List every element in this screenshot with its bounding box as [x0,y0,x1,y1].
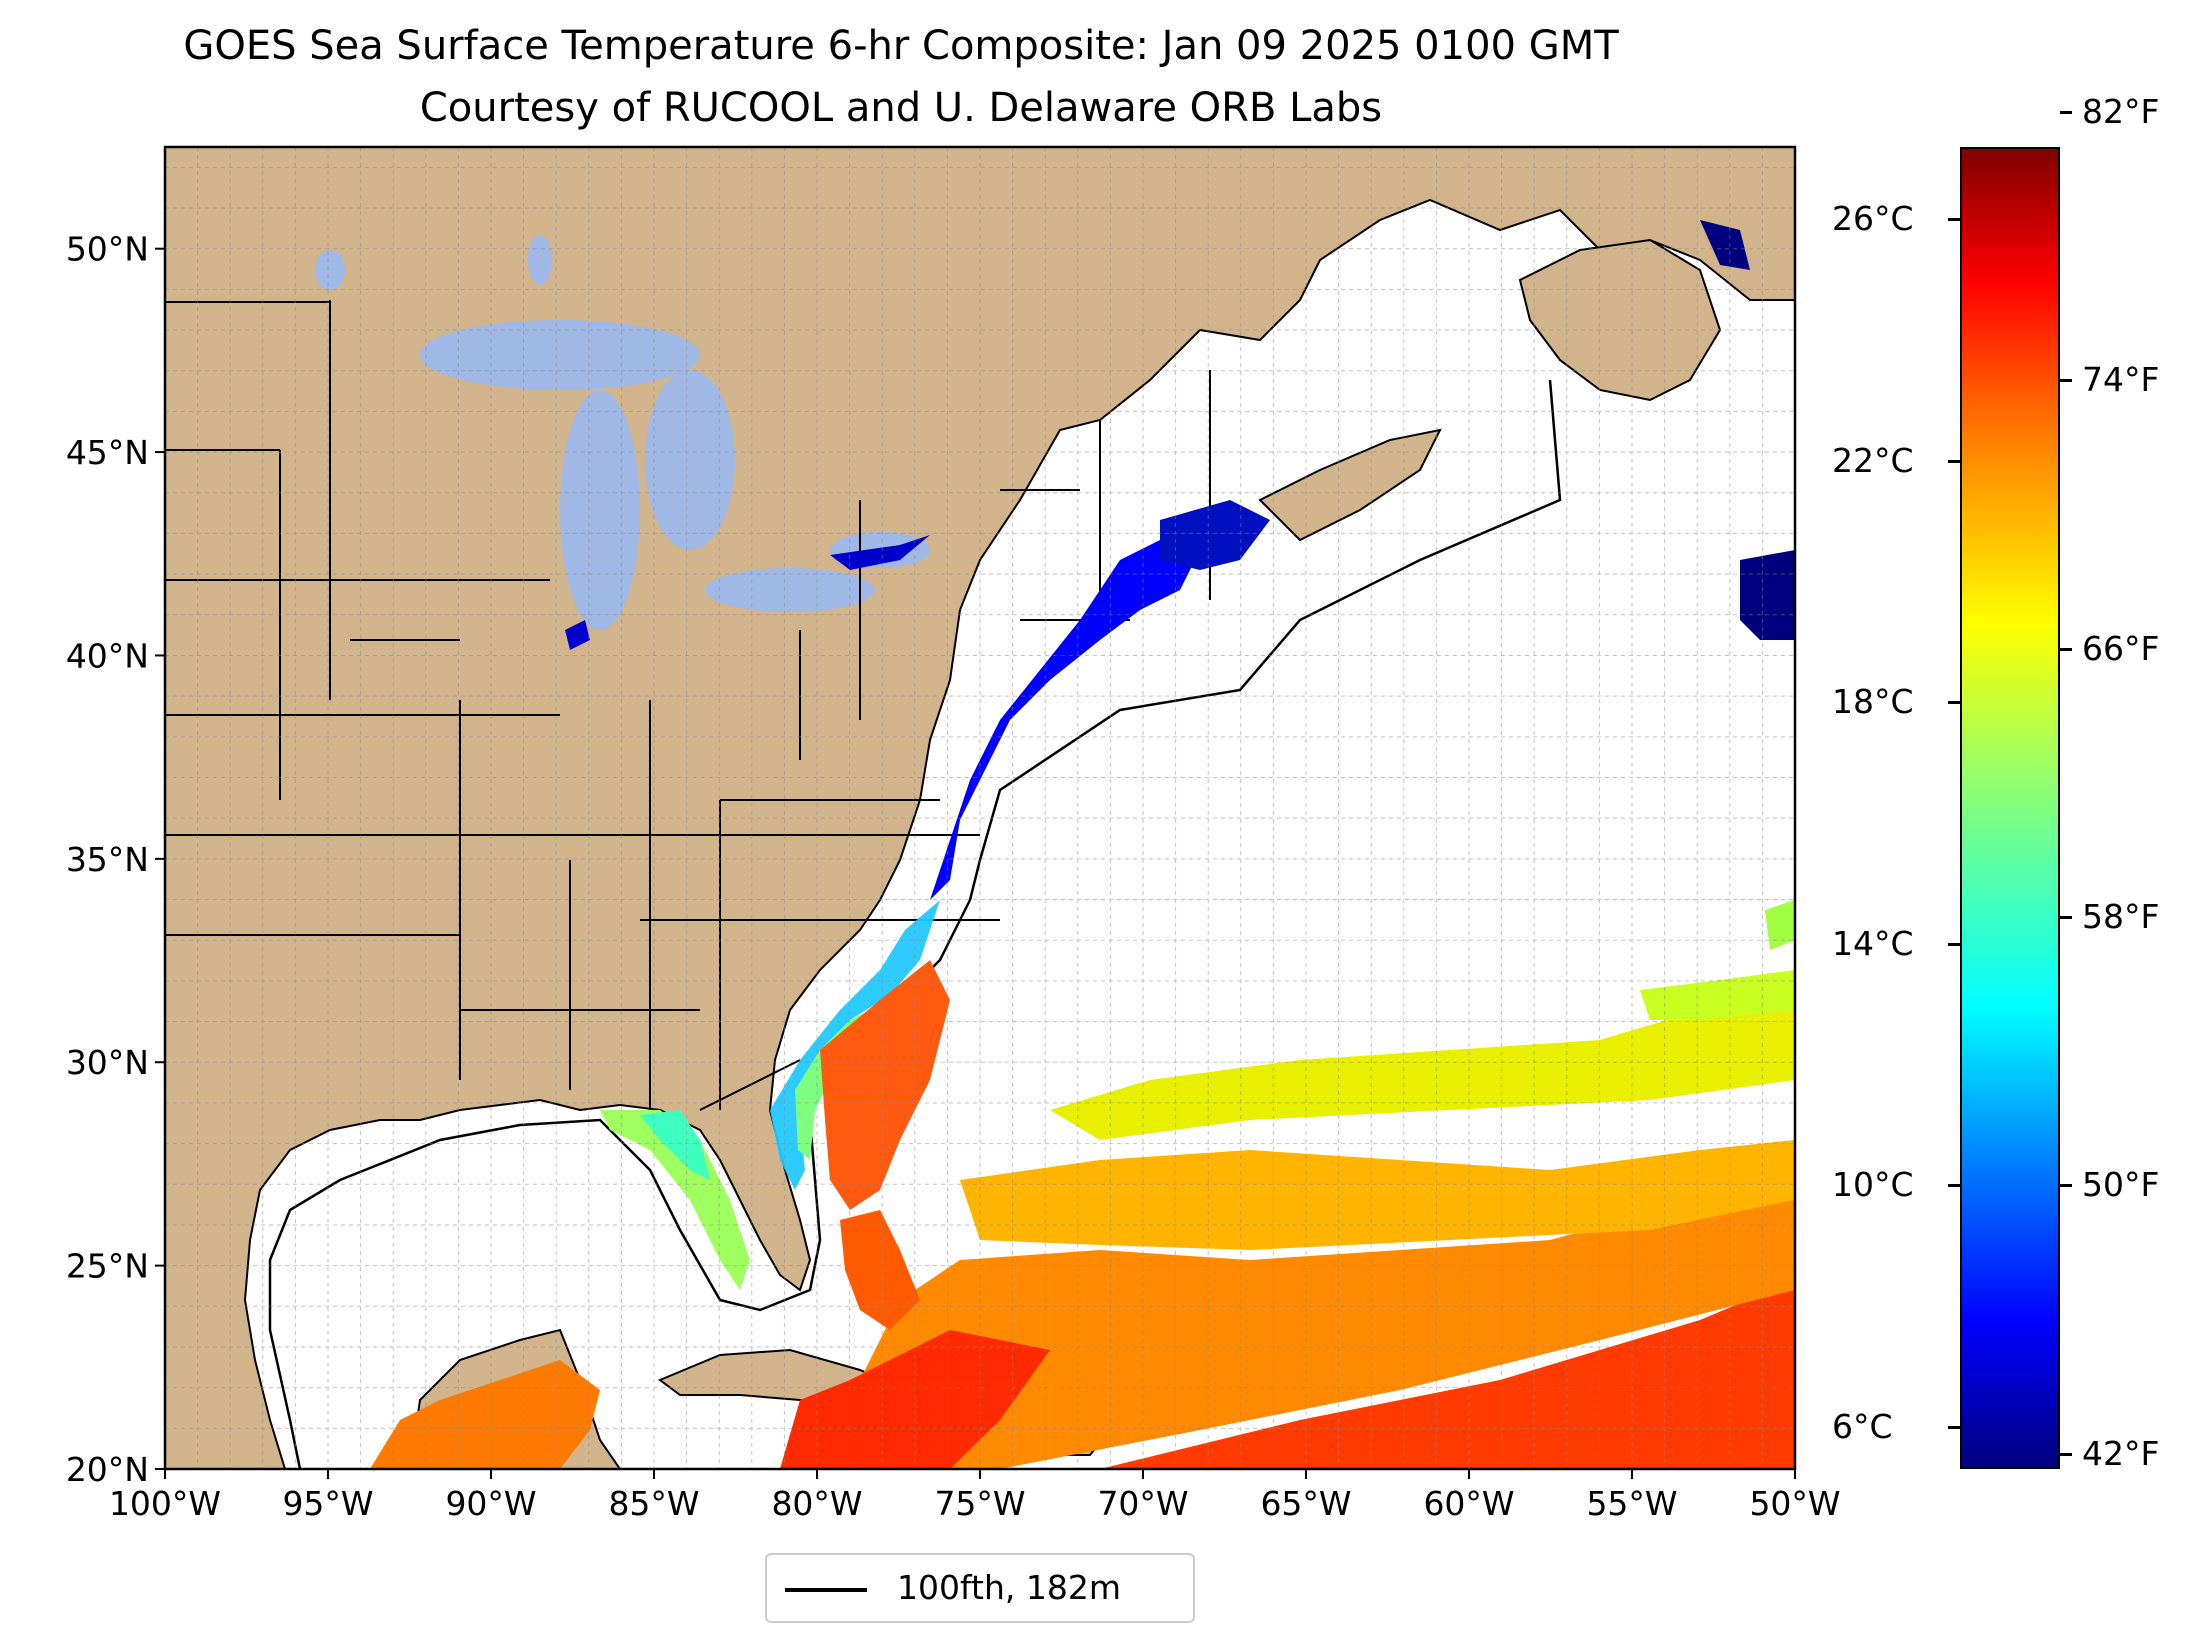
colorbar-celsius-label: 22°C [1832,440,1914,480]
legend-label: 100fth, 182m [897,1568,1121,1607]
sst-coastal-green [795,1010,870,1160]
colorbar-fahrenheit-label: 42°F [2082,1433,2160,1473]
land-nova-scotia [1258,428,1442,542]
isobath-100fth [268,379,1562,1469]
sst-bahamas [840,1210,920,1330]
colorbar-fahrenheit-label: 58°F [2082,896,2160,936]
lat-tick-label: 45°N [66,433,149,472]
lon-tick-label: 80°W [771,1484,862,1523]
colorbar-celsius-tick [1948,1184,1960,1188]
map-title-line2: Courtesy of RUCOOL and U. Delaware ORB L… [419,85,1383,131]
temperature-colorbar [1960,147,2060,1469]
colorbar-fahrenheit-tick [2060,915,2072,919]
sst-data [370,220,1795,1469]
lon-tick-label: 60°W [1423,1484,1514,1523]
sst-newfoundland-north [1700,220,1750,270]
colorbar-fahrenheit-label: 66°F [2082,628,2160,668]
colorbar-fahrenheit-tick [2060,1452,2072,1456]
lat-tick-label: 30°N [66,1043,149,1082]
map-title-line1: GOES Sea Surface Temperature 6-hr Compos… [183,23,1619,69]
latitude-ticks: 20°N 25°N 30°N 35°N 40°N 45°N 50°N [66,230,165,1489]
sst-atlantic-green [1765,900,1795,950]
colorbar-celsius-label: 10°C [1832,1165,1914,1205]
sst-atlantic-amber [960,1140,1795,1250]
colorbar-fahrenheit-tick [2060,1184,2072,1188]
lat-tick-label: 50°N [66,230,149,269]
sst-lake-erie-blue [565,620,590,650]
colorbar-celsius-tick [1948,1425,1960,1429]
sst-atlantic-red [780,1330,1050,1469]
sst-atlantic-orange [840,1150,1795,1469]
legend: 100fth, 182m [765,1553,1195,1623]
lat-tick-label: 20°N [66,1450,149,1489]
colorbar-celsius-label: 14°C [1832,923,1914,963]
colorbar-celsius-tick [1948,701,1960,705]
lon-tick-label: 55°W [1586,1484,1677,1523]
colorbar-celsius-tick [1948,942,1960,946]
lon-tick-label: 85°W [608,1484,699,1523]
sst-great-lakes-blue [830,535,930,570]
sst-coastal-gradient [770,900,940,1190]
colorbar-fahrenheit-label: 50°F [2082,1165,2160,1205]
colorbar-fahrenheit-tick [2060,111,2072,115]
colorbar-celsius-label: 26°C [1832,199,1914,239]
sst-gulf-stream [820,960,950,1210]
sst-gulf-maine-blue [1160,500,1270,570]
colorbar-celsius-label: 18°C [1832,682,1914,722]
sst-caribbean-south [1100,1280,1795,1469]
lon-tick-label: 70°W [1097,1484,1188,1523]
sst-atlantic-lime [1640,970,1795,1020]
colorbar-celsius-tick [1948,218,1960,222]
lon-tick-label: 50°W [1749,1484,1840,1523]
longitude-ticks: 100°W 95°W 90°W 85°W 80°W 75°W 70°W 65°W 60°W 55°… [109,1469,1841,1523]
lat-tick-label: 40°N [66,636,149,675]
great-lakes [315,235,930,630]
lat-tick-label: 35°N [66,840,149,879]
sst-florida-west-teal [640,1110,710,1180]
lon-tick-label: 95°W [282,1484,373,1523]
colorbar-fahrenheit-tick [2060,379,2072,383]
sst-northeast-blue [930,540,1200,900]
land-newfoundland [1518,238,1722,402]
colorbar-fahrenheit-label: 74°F [2082,360,2160,400]
colorbar-celsius-tick [1948,459,1960,463]
state-borders [165,300,1211,1111]
sst-newfoundland-navy [1740,550,1795,640]
legend-line-swatch [785,1588,867,1592]
colorbar-fahrenheit-label: 82°F [2082,92,2160,132]
sst-atlantic-yellow [1050,990,1795,1140]
sst-florida-west [600,1110,750,1290]
lon-tick-label: 90°W [445,1484,536,1523]
lon-tick-label: 75°W [934,1484,1025,1523]
lon-tick-label: 65°W [1260,1484,1351,1523]
lat-tick-label: 25°N [66,1247,149,1286]
colorbar-fahrenheit-tick [2060,647,2072,651]
colorbar-celsius-label: 6°C [1832,1406,1893,1446]
lon-tick-label: 100°W [109,1484,221,1523]
